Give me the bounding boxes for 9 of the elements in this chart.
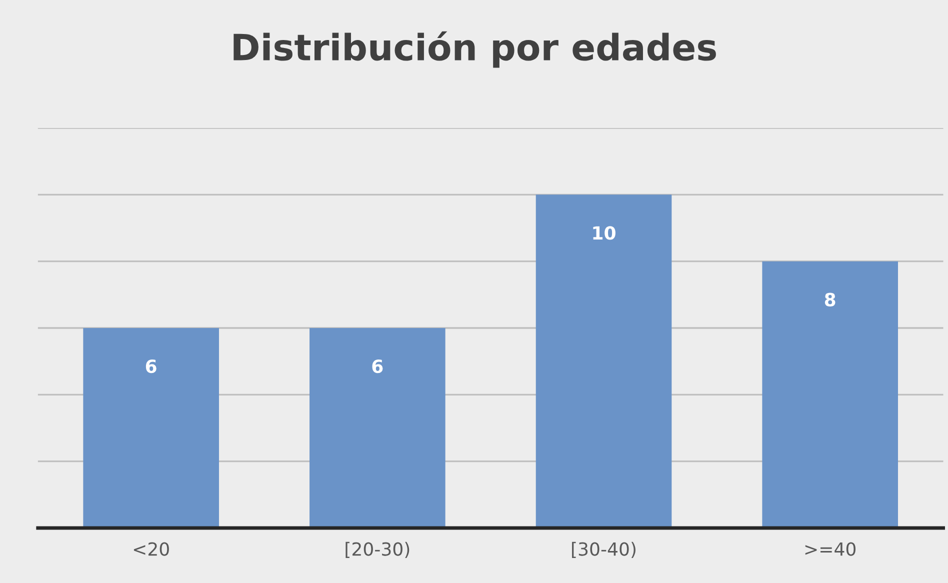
chart-title: Distribución por edades — [234, 31, 716, 68]
data-label: 6 — [146, 359, 156, 374]
x-tick-label: <20 — [134, 542, 169, 556]
x-tick-label: >=40 — [805, 542, 856, 556]
data-label: 10 — [593, 226, 616, 240]
x-tick-label: [20-30) — [346, 542, 410, 558]
data-label: 8 — [824, 292, 836, 306]
x-tick-label: [30-40) — [572, 542, 636, 558]
data-label: 6 — [372, 359, 383, 374]
